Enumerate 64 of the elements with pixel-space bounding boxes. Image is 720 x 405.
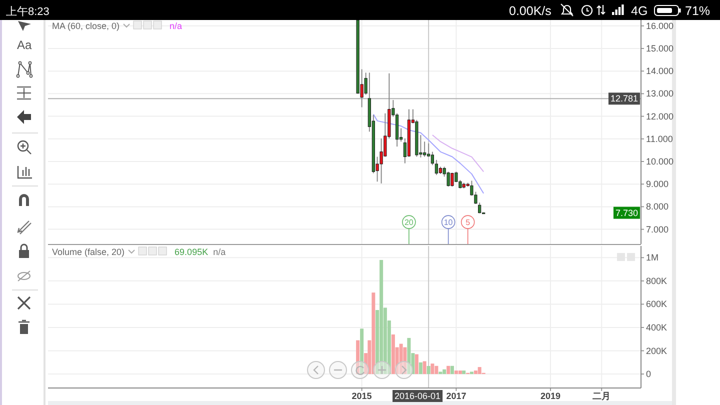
annotation: 10 — [444, 218, 454, 228]
bar — [478, 367, 482, 374]
y-tick-label: 15.000 — [646, 43, 674, 54]
annotation: 69.095K — [174, 247, 208, 257]
x-tick-label: 二月 — [592, 391, 611, 401]
bar — [399, 344, 403, 374]
y-tick-label: 7.000 — [646, 224, 669, 234]
bar — [454, 370, 458, 374]
line-series — [372, 114, 484, 194]
bar — [407, 338, 411, 374]
x-tick-label: 2019 — [540, 391, 560, 401]
candlestick — [430, 151, 434, 166]
bar — [450, 366, 454, 374]
bar — [430, 364, 434, 374]
y-tick-label: 10.000 — [646, 156, 674, 166]
bar — [442, 369, 446, 374]
candlestick — [450, 172, 454, 188]
y-tick-label: 9.000 — [646, 179, 669, 190]
text: 0.00K/s — [509, 4, 552, 18]
annotation: 7.730 — [615, 208, 638, 218]
annotation: n/a — [213, 247, 226, 257]
annotation: n/a — [170, 21, 182, 31]
bar — [458, 370, 462, 374]
y-tick-label: 200K — [646, 346, 668, 356]
bar — [414, 354, 418, 374]
bar — [391, 334, 395, 374]
bar — [380, 260, 384, 374]
candlestick — [423, 141, 426, 158]
bar — [372, 292, 376, 374]
bar — [360, 328, 364, 374]
text: 71% — [685, 4, 710, 18]
bar — [470, 372, 474, 374]
bar — [426, 366, 430, 374]
annotation: 20 — [404, 218, 414, 228]
ref-line-label: 2016-06-01 — [394, 391, 441, 401]
y-tick-label: 1M — [646, 252, 659, 263]
text: 4G — [631, 4, 648, 18]
y-tick-label: 8.000 — [646, 202, 669, 212]
y-tick-label: 0 — [646, 369, 652, 380]
y-tick-label: 400K — [646, 322, 668, 332]
bar — [462, 370, 466, 374]
line-series — [432, 134, 484, 172]
bar — [434, 366, 438, 374]
bar — [438, 372, 442, 374]
x-tick-label: 2015 — [352, 391, 372, 401]
chart-title: Volume (false, 20) — [52, 247, 125, 257]
text: Aa — [17, 38, 32, 52]
x-tick-label: 2017 — [446, 391, 466, 401]
y-tick-label: 12.000 — [646, 111, 674, 122]
ref-line-label: 12.781 — [610, 94, 638, 104]
annotation: 5 — [466, 218, 471, 228]
y-tick-label: 13.000 — [646, 88, 674, 99]
y-tick-label: 16.000 — [646, 20, 674, 31]
bar — [474, 370, 478, 374]
text: 上午8:23 — [6, 5, 50, 18]
bar — [418, 362, 422, 374]
y-tick-label: 600K — [646, 299, 668, 310]
chart-title: MA (60, close, 0) — [52, 21, 120, 31]
bar — [422, 361, 426, 374]
y-tick-label: 800K — [646, 276, 668, 286]
y-tick-label: 14.000 — [646, 66, 674, 76]
y-tick-label: 11.000 — [646, 134, 673, 144]
candlestick — [434, 159, 438, 176]
bar — [446, 366, 450, 374]
